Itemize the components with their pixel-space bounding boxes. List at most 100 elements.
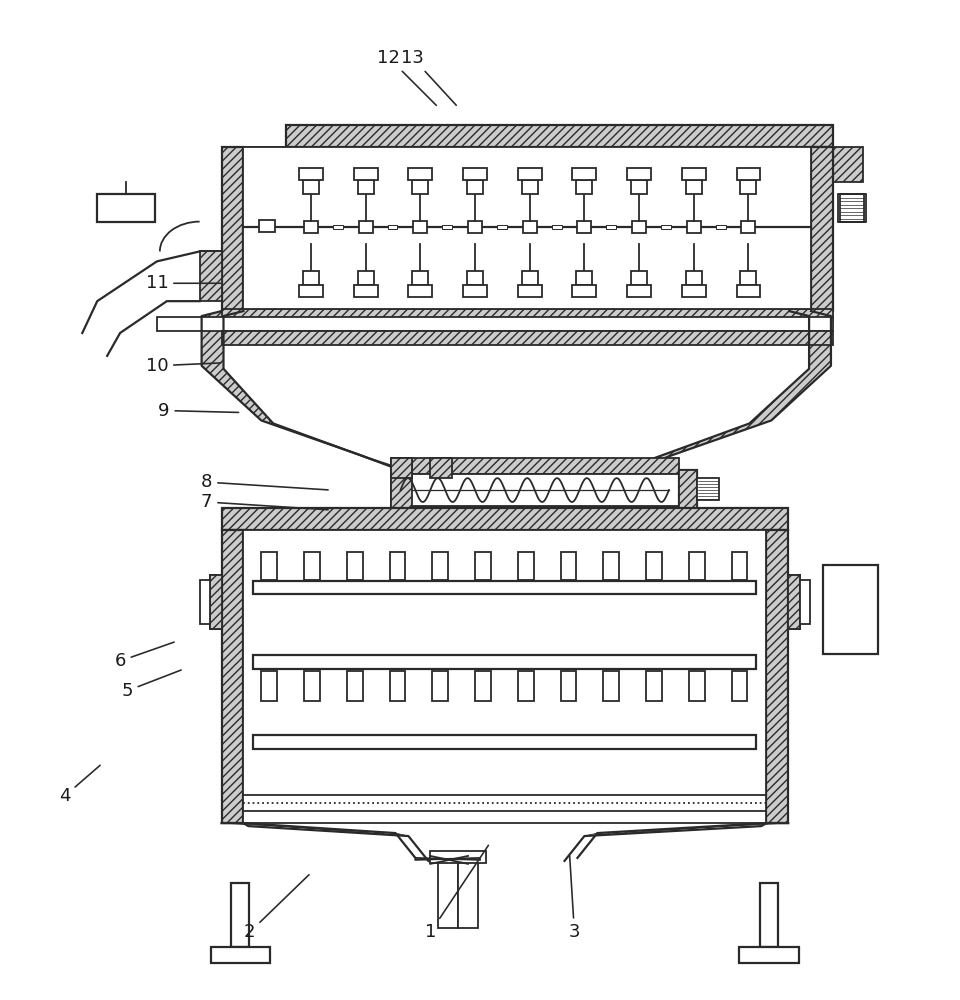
Text: 13: 13 <box>401 49 456 105</box>
Bar <box>603 552 619 580</box>
Bar <box>156 317 833 331</box>
Bar <box>736 168 760 180</box>
Bar <box>390 552 405 580</box>
Bar <box>200 251 222 301</box>
Bar <box>576 271 592 285</box>
Bar <box>358 180 373 194</box>
Bar <box>430 851 486 863</box>
Bar <box>475 671 491 701</box>
Bar <box>732 552 748 580</box>
Bar <box>740 271 756 285</box>
Bar <box>517 168 541 180</box>
Bar <box>576 180 592 194</box>
Bar <box>333 225 343 229</box>
Bar <box>685 180 702 194</box>
Bar <box>521 180 538 194</box>
Bar <box>353 285 377 297</box>
Bar <box>697 478 719 500</box>
Bar <box>660 225 671 229</box>
Bar <box>304 552 320 580</box>
Bar <box>627 285 651 297</box>
Bar <box>740 180 756 194</box>
Text: 6: 6 <box>114 642 174 670</box>
Bar <box>261 552 277 580</box>
Bar <box>682 285 706 297</box>
Bar <box>391 506 679 522</box>
Bar <box>253 581 756 594</box>
Polygon shape <box>202 311 404 470</box>
Bar <box>432 671 448 701</box>
Text: 2: 2 <box>244 875 309 941</box>
Bar <box>353 168 377 180</box>
Bar <box>811 147 833 311</box>
Bar <box>231 883 250 947</box>
Bar <box>388 225 397 229</box>
Bar <box>222 331 833 345</box>
Bar <box>468 271 483 285</box>
Bar <box>261 671 277 701</box>
Polygon shape <box>585 823 788 836</box>
Bar <box>686 221 701 233</box>
Text: 12: 12 <box>377 49 436 105</box>
Bar <box>607 225 616 229</box>
Text: 5: 5 <box>121 670 181 700</box>
Bar <box>408 285 432 297</box>
Bar <box>741 221 756 233</box>
Bar <box>304 671 320 701</box>
Bar <box>391 458 413 478</box>
Bar <box>523 221 537 233</box>
Bar <box>685 271 702 285</box>
Bar <box>631 180 647 194</box>
Bar <box>521 271 538 285</box>
Bar <box>497 225 507 229</box>
Bar <box>572 285 596 297</box>
Bar <box>200 580 209 624</box>
Bar <box>468 180 483 194</box>
Bar <box>414 221 427 233</box>
Bar <box>303 271 319 285</box>
Bar <box>253 655 756 669</box>
Bar <box>443 225 452 229</box>
Bar <box>688 552 705 580</box>
Bar <box>244 530 766 823</box>
Bar <box>391 458 413 522</box>
Bar <box>347 552 363 580</box>
Bar <box>627 168 651 180</box>
Bar <box>736 285 760 297</box>
Bar <box>517 671 534 701</box>
Bar <box>800 580 810 624</box>
Bar <box>209 575 222 629</box>
Bar <box>408 168 432 180</box>
Bar <box>222 530 244 823</box>
Bar <box>222 508 788 530</box>
Bar <box>833 147 863 182</box>
Text: 1: 1 <box>424 845 489 941</box>
Bar <box>561 552 576 580</box>
Bar <box>646 671 662 701</box>
Bar <box>577 221 591 233</box>
Bar <box>97 194 155 222</box>
Bar <box>788 575 800 629</box>
Bar <box>646 552 662 580</box>
Bar <box>432 552 448 580</box>
Bar <box>209 575 222 629</box>
Bar <box>760 883 779 947</box>
Text: 3: 3 <box>568 856 580 941</box>
Bar <box>304 221 318 233</box>
Bar <box>632 221 646 233</box>
Bar <box>517 285 541 297</box>
Bar <box>300 168 323 180</box>
Text: 11: 11 <box>146 274 221 292</box>
Bar <box>788 575 800 629</box>
Bar <box>679 470 697 510</box>
Bar <box>222 147 244 311</box>
Bar <box>475 552 491 580</box>
Bar <box>463 168 487 180</box>
Bar <box>552 225 562 229</box>
Bar <box>766 530 788 823</box>
Bar <box>210 947 270 963</box>
Bar <box>682 168 706 180</box>
Bar <box>391 474 679 506</box>
Text: 8: 8 <box>201 473 328 491</box>
Bar <box>688 671 705 701</box>
